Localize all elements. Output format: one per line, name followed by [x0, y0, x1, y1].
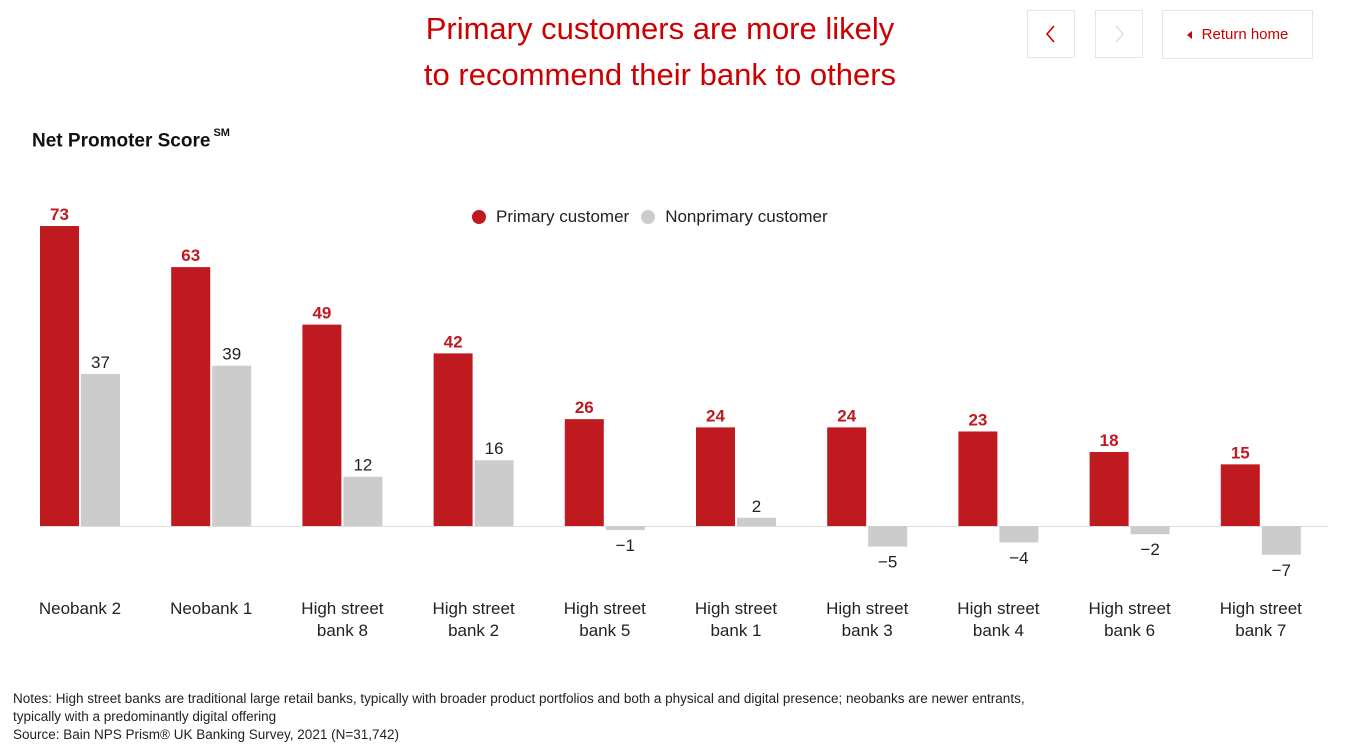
chevron-left-icon: [1045, 25, 1055, 43]
legend-swatch-primary: [472, 210, 486, 224]
legend-swatch-nonprimary: [641, 210, 656, 224]
chart-title: Net Promoter Score SM: [32, 127, 230, 152]
nonprimary-value-label-7: −5: [878, 553, 897, 572]
category-label-line: High street: [957, 599, 1039, 618]
primary-bar-6: [696, 427, 735, 526]
primary-value-label-10: 15: [1231, 443, 1250, 462]
primary-value-label-5: 26: [575, 398, 594, 417]
primary-value-label-3: 49: [312, 304, 331, 323]
page-title: Primary customers are more likely to rec…: [320, 6, 1000, 98]
nonprimary-value-label-8: −4: [1009, 548, 1028, 567]
primary-bar-8: [958, 431, 998, 526]
category-label-line: Neobank 1: [170, 599, 252, 618]
return-home-label: Return home: [1201, 26, 1289, 43]
nonprimary-value-label-1: 37: [91, 353, 110, 372]
primary-value-label-7: 24: [837, 406, 856, 425]
category-label-2: Neobank 1: [170, 599, 252, 618]
primary-bar-5: [564, 419, 604, 526]
legend-label-nonprimary: Nonprimary customer: [665, 207, 828, 226]
category-label-4: High street bank 2: [432, 599, 514, 640]
chevron-right-icon: [1115, 25, 1125, 43]
next-button[interactable]: [1095, 10, 1143, 58]
nonprimary-bar-2: [212, 365, 252, 526]
primary-bar-1: [40, 226, 79, 526]
category-label-line: bank 8: [317, 621, 368, 640]
category-label-10: High street bank 7: [1220, 599, 1302, 640]
category-label-line: High street: [432, 599, 514, 618]
nonprimary-bar-8: [999, 526, 1039, 543]
primary-value-label-2: 63: [181, 246, 200, 265]
notes-line-2: typically with a predominantly digital o…: [13, 709, 277, 724]
category-label-line: High street: [826, 599, 908, 618]
primary-value-label-9: 18: [1100, 431, 1119, 450]
chart-notes: Notes: High street banks are traditional…: [13, 690, 1213, 744]
category-label-line: High street: [564, 599, 646, 618]
legend-item-nonprimary: Nonprimary customer: [641, 207, 828, 227]
nonprimary-bar-7: [868, 526, 908, 547]
category-label-line: bank 1: [710, 621, 761, 640]
nonprimary-bar-9: [1130, 526, 1170, 535]
category-label-7: High street bank 3: [826, 599, 908, 640]
category-label-line: bank 2: [448, 621, 499, 640]
title-line-1: Primary customers are more likely: [425, 11, 895, 46]
category-label-5: High street bank 5: [564, 599, 646, 640]
nonprimary-bar-10: [1261, 526, 1301, 555]
nonprimary-value-label-3: 12: [353, 456, 372, 475]
legend-label-primary: Primary customer: [496, 207, 630, 226]
primary-value-label-4: 42: [444, 332, 463, 351]
category-label-3: High street bank 8: [301, 599, 383, 640]
primary-value-label-1: 73: [50, 205, 69, 224]
chart-legend: Primary customer Nonprimary customer: [472, 206, 840, 228]
category-label-6: High street bank 1: [695, 599, 777, 640]
legend-item-primary: Primary customer: [472, 207, 629, 227]
nonprimary-bar-6: [737, 517, 776, 526]
nonprimary-value-label-4: 16: [485, 439, 504, 458]
primary-value-label-8: 23: [968, 410, 987, 429]
category-label-1: Neobank 2: [39, 599, 121, 618]
primary-bar-4: [433, 353, 473, 526]
chart-title-superscript: SM: [213, 127, 230, 139]
title-line-2: to recommend their bank to others: [423, 57, 897, 92]
category-label-9: High street bank 6: [1088, 599, 1170, 640]
nonprimary-value-label-2: 39: [222, 345, 241, 364]
nonprimary-value-label-6: 2: [752, 497, 761, 516]
nonprimary-value-label-10: −7: [1272, 561, 1291, 580]
primary-bar-9: [1089, 452, 1129, 526]
notes-line-1: Notes: High street banks are traditional…: [13, 691, 1025, 706]
primary-value-label-6: 24: [706, 406, 725, 425]
category-label-line: bank 6: [1104, 621, 1155, 640]
nonprimary-bar-5: [605, 526, 645, 531]
nonprimary-value-label-9: −2: [1140, 540, 1159, 559]
category-label-line: High street: [1088, 599, 1170, 618]
bar-chart: 73 37 Neobank 2 63 39 Neobank 1 49 12 High stree…: [39, 205, 1328, 640]
primary-bar-7: [827, 427, 867, 526]
primary-bar-3: [302, 324, 342, 526]
nonprimary-bar-1: [81, 373, 120, 526]
category-label-line: bank 7: [1235, 621, 1286, 640]
primary-bar-10: [1220, 464, 1260, 526]
category-label-line: bank 4: [973, 621, 1024, 640]
nonprimary-value-label-5: −1: [616, 536, 635, 555]
category-label-line: High street: [1220, 599, 1302, 618]
category-label-line: High street: [695, 599, 777, 618]
previous-button[interactable]: [1027, 10, 1075, 58]
category-label-line: bank 5: [579, 621, 630, 640]
category-label-8: High street bank 4: [957, 599, 1039, 640]
caret-left-icon: [1186, 30, 1192, 39]
nonprimary-bar-3: [343, 476, 383, 526]
source-line: Source: Bain NPS Prism® UK Banking Surve…: [13, 727, 400, 742]
return-home-button[interactable]: Return home: [1162, 10, 1313, 59]
category-label-line: bank 3: [842, 621, 893, 640]
category-label-line: High street: [301, 599, 383, 618]
category-label-line: Neobank 2: [39, 599, 121, 618]
chart-title-text: Net Promoter Score: [32, 130, 211, 152]
primary-bar-2: [171, 267, 211, 526]
nonprimary-bar-4: [474, 460, 514, 526]
